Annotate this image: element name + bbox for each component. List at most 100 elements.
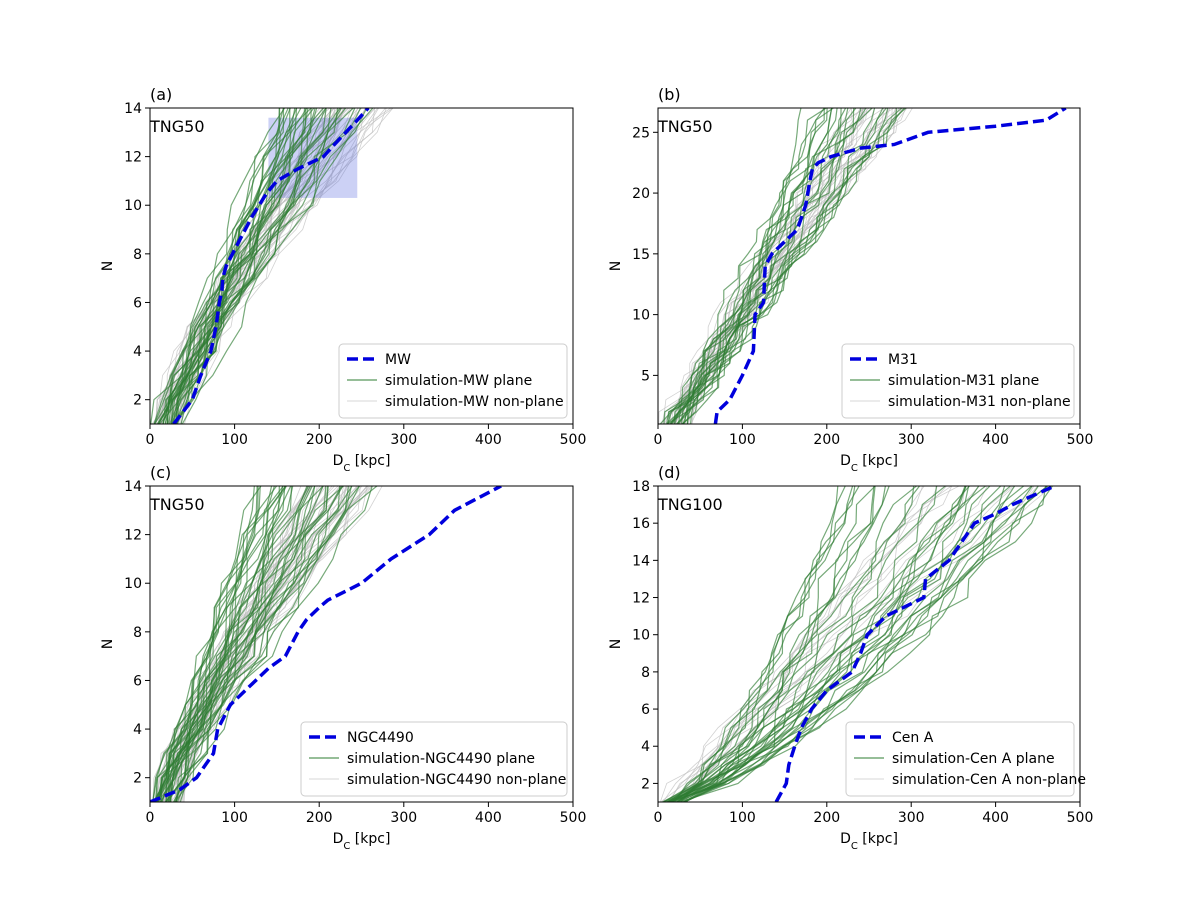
x-tick-label: 400 [982,810,1009,826]
x-tick-label: 500 [1067,810,1094,826]
nonplane-sim-line [681,486,966,802]
plane-sim-line [669,486,918,802]
legend-observed-label: Cen A [892,730,934,746]
plane-sim-line [676,486,890,802]
legend-plane-label: simulation-M31 plane [888,373,1039,389]
y-tick-label: 8 [641,665,650,681]
panel-c: 0 100 200 300 400 500 2 4 6 8 10 12 14 DC [kpc] N (c) TN… [100,463,586,852]
legend-observed-label: NGC4490 [347,730,414,746]
nonplane-sim-line [167,486,383,802]
plane-sim-line [171,108,306,424]
x-tick-label: 0 [146,432,155,448]
plane-sim-line [684,486,967,802]
y-tick-label: 14 [632,553,650,569]
legend-plane-label: simulation-NGC4490 plane [347,751,535,767]
plane-sim-line [677,486,876,802]
y-tick-label: 8 [133,625,142,641]
nonplane-sim-line [170,486,363,802]
plane-sim-line [670,108,873,424]
plot-area [658,108,1067,424]
y-tick-label: 18 [632,479,650,495]
plane-sim-line [165,486,344,802]
y-tick-label: 15 [632,247,650,263]
plane-sim-line [153,108,280,424]
x-axis-label: DC [kpc] [333,453,391,474]
axes-frame [149,485,574,803]
legend-observed-label: MW [385,352,411,368]
y-tick-label: 4 [133,344,142,360]
plane-sim-line [666,486,921,802]
x-tick-label: 100 [221,432,248,448]
plane-sim-line [154,486,278,802]
plane-sim-line [672,486,847,802]
y-tick-label: 14 [124,101,142,117]
x-axis-label: DC [kpc] [840,453,898,474]
plane-sim-line [175,486,361,802]
x-tick-label: 500 [560,432,587,448]
y-tick-label: 12 [124,150,142,166]
plane-sim-line [669,486,1006,802]
y-tick-label: 8 [133,247,142,263]
x-tick-label: 0 [654,810,663,826]
plane-sim-line [165,108,308,424]
plane-sim-line [682,108,847,424]
simulation-label: TNG50 [657,117,713,136]
plane-sim-line [155,486,293,802]
plot-area [150,486,502,802]
panel-a: 0 100 200 300 400 500 2 4 6 8 10 12 14 DC [kpc] N (a) TN… [100,85,587,474]
y-tick-label: 6 [641,702,650,718]
observed-line [150,486,502,802]
plane-sim-line [684,486,1033,802]
plane-sim-line [172,486,361,802]
panel-label: (a) [150,85,172,104]
nonplane-sim-line [659,486,952,802]
plane-sim-line [670,108,827,424]
legend-nonplane-label: simulation-M31 non-plane [888,394,1071,410]
plane-sim-line [164,108,291,424]
x-tick-label: 0 [146,810,155,826]
x-tick-label: 300 [390,432,417,448]
plane-sim-line [169,486,284,802]
y-axis-label: N [608,639,624,649]
panel-b: 0 100 200 300 400 500 5 10 15 20 25 DC [kpc] N (b) TNG… [608,85,1093,474]
legend-nonplane-label: simulation-NGC4490 non-plane [347,772,566,788]
y-tick-label: 2 [133,771,142,787]
nonplane-sim-line [681,486,948,802]
simulation-label: TNG50 [149,495,205,514]
y-tick-label: 5 [641,368,650,384]
plane-sim-line [173,486,292,802]
legend: MW simulation-MW plane simulation-MW non-p… [338,343,568,419]
y-tick-label: 25 [632,125,650,141]
plane-sim-line [676,108,825,424]
plane-sim-line [157,486,308,802]
x-tick-label: 300 [898,432,925,448]
legend-plane-label: simulation-Cen A plane [892,751,1055,767]
plane-sim-line [156,486,262,802]
x-tick-label: 400 [982,432,1009,448]
y-tick-label: 16 [632,516,650,532]
plane-sim-line [683,486,876,802]
legend-plane-label: simulation-MW plane [385,373,532,389]
plane-sim-line [152,486,259,802]
plane-sim-line [180,108,325,424]
legend-box [300,721,568,797]
plane-sim-line [676,486,967,802]
plane-sim-line [675,486,886,802]
x-tick-label: 300 [898,810,925,826]
y-tick-label: 14 [124,479,142,495]
plane-sim-line [154,108,286,424]
plane-sim-line [665,486,991,802]
plane-sim-line [663,108,849,424]
y-tick-label: 10 [124,198,142,214]
y-tick-label: 6 [133,673,142,689]
plane-sim-line [686,108,903,424]
plane-sim-line [686,108,889,424]
nonplane-sim-line [658,108,866,424]
simulation-label: TNG100 [657,495,723,514]
plane-sim-line [175,108,315,424]
legend-box [338,343,568,419]
plane-sim-line [669,486,1039,802]
legend-nonplane-label: simulation-MW non-plane [385,394,564,410]
